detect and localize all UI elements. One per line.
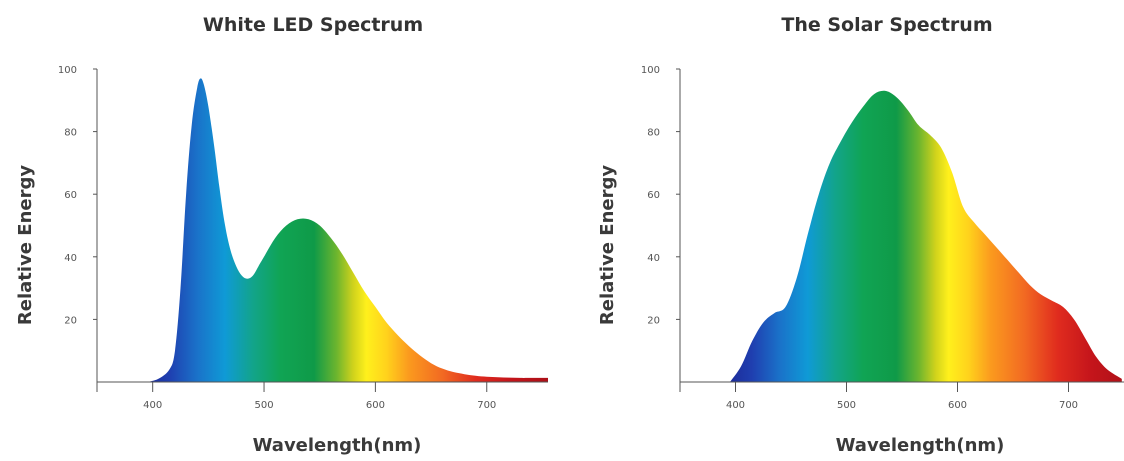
y-tick-label: 100 <box>641 65 660 76</box>
x-tick-label: 400 <box>143 400 162 411</box>
x-tick-label: 600 <box>366 400 385 411</box>
x-tick-label: 700 <box>477 400 496 411</box>
y-tick-label: 40 <box>647 253 660 264</box>
spectrum-area <box>147 78 548 383</box>
x-axis-label: Wavelength(nm) <box>836 435 1005 456</box>
x-tick-label: 600 <box>948 400 967 411</box>
y-tick-label: 20 <box>64 315 77 326</box>
y-tick-label: 40 <box>64 253 77 264</box>
tick-group: 20 40 60 80 100 400 500 600 700 <box>58 65 496 411</box>
x-tick-label: 500 <box>254 400 273 411</box>
chart-led: White LED Spectrum Relative Energy Wavel… <box>15 14 548 456</box>
chart-title: The Solar Spectrum <box>781 14 992 36</box>
tick-group: 20 40 60 80 100 400 500 600 700 <box>641 65 1078 411</box>
y-tick-label: 80 <box>647 128 660 139</box>
y-axis-label: Relative Energy <box>597 165 618 325</box>
x-axis-label: Wavelength(nm) <box>253 435 422 456</box>
y-tick-label: 60 <box>647 190 660 201</box>
y-tick-label: 20 <box>647 315 660 326</box>
x-tick-label: 700 <box>1059 400 1078 411</box>
y-tick-label: 60 <box>64 190 77 201</box>
x-tick-label: 500 <box>837 400 856 411</box>
y-tick-label: 80 <box>64 128 77 139</box>
spectrum-area <box>730 90 1122 383</box>
chart-title: White LED Spectrum <box>203 14 423 36</box>
chart-solar: The Solar Spectrum Relative Energy Wavel… <box>597 14 1124 456</box>
y-tick-label: 100 <box>58 65 77 76</box>
y-axis-label: Relative Energy <box>15 165 36 325</box>
x-tick-label: 400 <box>726 400 745 411</box>
